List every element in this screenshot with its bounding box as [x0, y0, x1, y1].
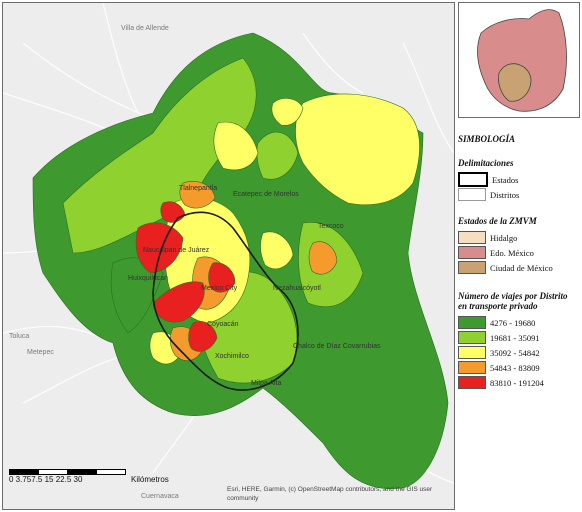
legend-swatch	[458, 188, 486, 201]
place-label: Nezahualcóyotl	[273, 285, 321, 292]
legend-item-hidalgo: Hidalgo	[458, 230, 582, 245]
cdmx-boundary	[152, 211, 299, 391]
legend-swatch	[458, 346, 486, 359]
legend-class-3: 35092 - 54842	[458, 345, 582, 360]
legend-label: Distritos	[490, 189, 520, 200]
legend-swatch	[458, 261, 486, 274]
legend-class-4: 54843 - 83809	[458, 360, 582, 375]
map-frame[interactable]: Villa de Allende Metepec Toluca Cuernava…	[2, 2, 455, 510]
legend-trips-heading: Número de viajes por Distrito en transpo…	[458, 291, 582, 311]
legend-states-heading: Estados de la ZMVM	[458, 216, 537, 226]
legend-item-districts: Distritos	[458, 187, 582, 202]
legend-label: Hidalgo	[490, 232, 518, 243]
legend-label: Edo. México	[490, 247, 534, 258]
legend-delineations-heading: Delimitaciones	[458, 158, 514, 168]
legend-label: 83810 - 191204	[490, 377, 544, 388]
legend-class-2: 19681 - 35091	[458, 330, 582, 345]
place-label: Metepec	[27, 349, 54, 356]
legend-item-cdmx: Ciudad de México	[458, 260, 582, 275]
legend-swatch	[458, 331, 486, 344]
district-class-4	[179, 181, 216, 209]
legend-label: 4276 - 19680	[490, 317, 536, 328]
place-label: Texcoco	[318, 223, 344, 230]
district-class-5	[135, 222, 184, 274]
legend-trips-heading-line2: en transporte privado	[458, 301, 538, 311]
inset-canvas	[477, 9, 567, 112]
district-class-5	[152, 281, 205, 323]
place-label: Villa de Allende	[121, 25, 169, 32]
place-label: Xochimilco	[215, 353, 249, 360]
legend-trips-heading-line1: Número de viajes por Distrito	[458, 291, 568, 301]
district-class-3	[213, 121, 259, 171]
district-class-3	[260, 231, 294, 270]
scale-segment	[96, 469, 126, 475]
locator-inset	[458, 2, 580, 118]
place-label: Ecatepec de Morelos	[233, 191, 299, 198]
legend-swatch	[458, 231, 486, 244]
legend-swatch	[458, 376, 486, 389]
place-label: Coyoacán	[207, 321, 239, 328]
zmvm-districts	[32, 32, 449, 490]
district-class-5	[188, 321, 218, 352]
legend-label: 35092 - 54842	[490, 347, 540, 358]
map-legend: SIMBOLOGÍA Delimitaciones Estados Distri…	[458, 134, 582, 390]
district-class-3	[271, 98, 304, 126]
legend-swatch	[458, 316, 486, 329]
legend-swatch	[458, 246, 486, 259]
place-label: Mexico City	[201, 285, 238, 292]
legend-label: Ciudad de México	[490, 262, 553, 273]
legend-title: SIMBOLOGÍA	[458, 134, 516, 144]
district-class-2	[256, 131, 299, 180]
scale-bar: 0 3.757.5 15 22.5 30 Kilómetros	[9, 469, 209, 489]
place-label: Chalco de Díaz Covarrubias	[293, 343, 381, 350]
place-label: Naucalpan de Juárez	[143, 247, 210, 254]
state-boundaries	[152, 211, 299, 391]
place-label: Toluca	[9, 333, 30, 340]
place-label: Milpa Alta	[251, 380, 282, 387]
legend-item-edomex: Edo. México	[458, 245, 582, 260]
legend-class-5: 83810 - 191204	[458, 375, 582, 390]
inset-cdmx	[498, 63, 532, 102]
legend-class-1: 4276 - 19680	[458, 315, 582, 330]
district-class-5	[208, 262, 236, 293]
legend-swatch	[458, 361, 486, 374]
place-label: Tlalnepantla	[179, 185, 218, 192]
district-class-4	[308, 241, 338, 275]
legend-item-states: Estados	[458, 172, 582, 187]
legend-label: Estados	[492, 174, 519, 185]
district-class-3	[295, 93, 420, 206]
legend-label: 19681 - 35091	[490, 332, 540, 343]
map-canvas[interactable]	[3, 3, 454, 509]
legend-swatch	[458, 172, 488, 187]
scale-ticks: 0 3.757.5 15 22.5 30	[9, 475, 83, 484]
place-label: Cuernavaca	[141, 493, 179, 500]
scale-unit: Kilómetros	[131, 475, 169, 484]
place-label: Huixquilucan	[128, 275, 169, 282]
map-credits: Esri, HERE, Garmin, (c) OpenStreetMap co…	[227, 486, 433, 502]
legend-label: 54843 - 83809	[490, 362, 540, 373]
district-class-2	[62, 57, 257, 254]
